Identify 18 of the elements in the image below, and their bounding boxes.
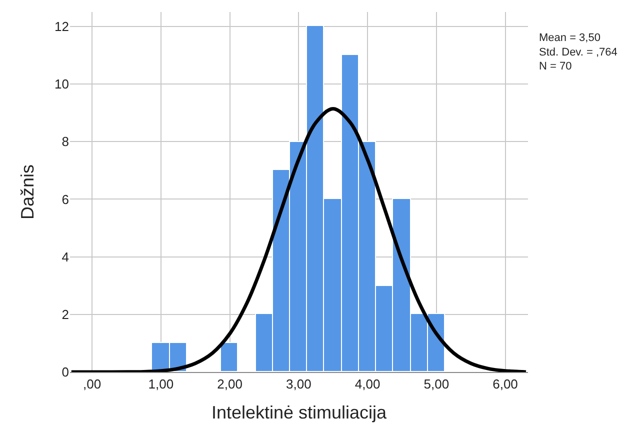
y-tick-label: 12 — [54, 18, 69, 34]
y-tick-label: 10 — [54, 76, 69, 92]
text: Mean = 3,50 Std. Dev. = ,764 N = 70 — [539, 32, 618, 73]
x-tick-label: 3,00 — [286, 376, 312, 392]
y-tick-label: 6 — [62, 192, 69, 207]
y-tick-label: 2 — [62, 306, 69, 322]
x-tick-label: ,00 — [83, 376, 102, 392]
y-tick-label: 4 — [62, 249, 69, 264]
x-tick-label: 2,00 — [217, 376, 242, 392]
x-tick-label: 4,00 — [354, 376, 380, 392]
y-axis-title: Dažnis — [18, 164, 38, 220]
x-tick-label: 6,00 — [492, 376, 518, 392]
x-tick-label: 5,00 — [424, 376, 450, 392]
y-tick-label: 0 — [62, 364, 69, 380]
x-tick-label: 1,00 — [148, 376, 174, 392]
y-tick-label: 8 — [62, 134, 69, 150]
x-axis-title: Intelektinė stimuliacija — [211, 402, 388, 423]
line-series — [70, 107, 528, 372]
